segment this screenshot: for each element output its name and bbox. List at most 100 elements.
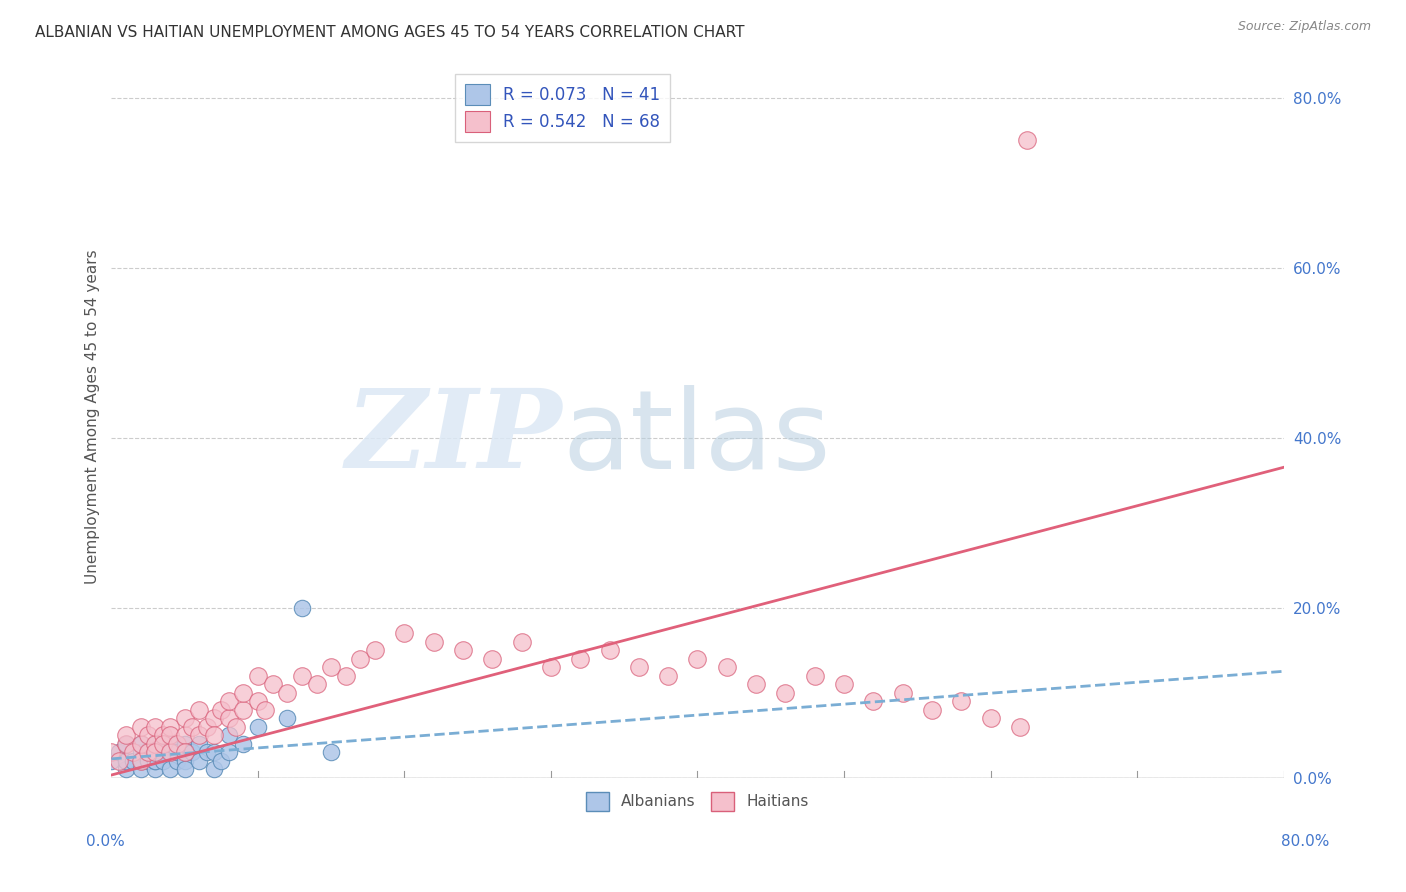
Point (100, 754, 122, 768)
Point (173, 762, 195, 776)
Point (129, 737, 152, 751)
Text: 80.0%: 80.0% (1281, 834, 1329, 848)
Point (188, 754, 211, 768)
Point (188, 728, 211, 742)
Point (173, 737, 195, 751)
Text: ZIP: ZIP (346, 384, 562, 491)
Y-axis label: Unemployment Among Ages 45 to 54 years: Unemployment Among Ages 45 to 54 years (86, 249, 100, 583)
Point (423, 634, 446, 648)
Point (188, 737, 211, 751)
Point (145, 754, 167, 768)
Point (276, 685, 298, 699)
Point (195, 745, 218, 759)
Point (188, 702, 211, 716)
Point (321, 745, 343, 759)
Point (246, 694, 269, 708)
Point (107, 745, 129, 759)
Point (232, 685, 254, 699)
Text: ALBANIAN VS HAITIAN UNEMPLOYMENT AMONG AGES 45 TO 54 YEARS CORRELATION CHART: ALBANIAN VS HAITIAN UNEMPLOYMENT AMONG A… (35, 25, 745, 40)
Point (218, 745, 240, 759)
Point (246, 720, 269, 734)
Point (145, 737, 167, 751)
Point (145, 737, 167, 751)
Point (145, 720, 167, 734)
Point (173, 711, 195, 725)
Point (657, 668, 679, 682)
Point (159, 728, 181, 742)
Point (202, 745, 225, 759)
Point (166, 754, 188, 768)
Point (173, 745, 195, 759)
Point (627, 660, 650, 674)
Point (115, 762, 138, 776)
Text: 0.0%: 0.0% (86, 834, 125, 848)
Point (152, 754, 174, 768)
Point (218, 694, 240, 708)
Point (115, 737, 138, 751)
Point (276, 711, 298, 725)
Point (225, 720, 247, 734)
Point (122, 745, 145, 759)
Point (129, 745, 152, 759)
Point (510, 634, 533, 648)
Point (129, 737, 152, 751)
Text: atlas: atlas (562, 384, 831, 491)
Point (254, 702, 277, 716)
Point (145, 745, 167, 759)
Point (181, 745, 204, 759)
Point (291, 668, 314, 682)
Point (394, 626, 416, 640)
Point (129, 754, 152, 768)
Point (218, 711, 240, 725)
Point (152, 745, 174, 759)
Point (115, 754, 138, 768)
Point (321, 660, 343, 674)
Point (129, 754, 152, 768)
Point (159, 737, 181, 751)
Point (775, 685, 797, 699)
Point (980, 711, 1002, 725)
Point (136, 745, 159, 759)
Point (262, 677, 284, 691)
Point (481, 651, 503, 665)
Point (129, 720, 152, 734)
Point (122, 754, 145, 768)
Point (599, 643, 621, 657)
Point (364, 643, 387, 657)
Point (209, 754, 232, 768)
Point (540, 660, 562, 674)
Point (173, 754, 195, 768)
Point (145, 745, 167, 759)
Point (145, 762, 167, 776)
Point (305, 677, 328, 691)
Point (451, 643, 474, 657)
Point (202, 728, 225, 742)
Point (166, 745, 188, 759)
Point (803, 668, 825, 682)
Point (129, 762, 152, 776)
Point (159, 745, 181, 759)
Point (246, 668, 269, 682)
Point (195, 720, 218, 734)
Point (891, 685, 914, 699)
Point (152, 728, 174, 742)
Point (349, 651, 371, 665)
Point (209, 702, 232, 716)
Point (921, 702, 943, 716)
Point (115, 737, 138, 751)
Point (1017, 133, 1039, 147)
Point (166, 737, 188, 751)
Legend: Albanians, Haitians: Albanians, Haitians (581, 786, 815, 817)
Point (115, 728, 138, 742)
Point (159, 745, 181, 759)
Point (152, 737, 174, 751)
Point (569, 651, 592, 665)
Point (136, 754, 159, 768)
Point (218, 728, 240, 742)
Point (832, 677, 855, 691)
Point (159, 762, 181, 776)
Point (136, 728, 159, 742)
Point (159, 720, 181, 734)
Point (100, 745, 122, 759)
Text: Source: ZipAtlas.com: Source: ZipAtlas.com (1237, 20, 1371, 33)
